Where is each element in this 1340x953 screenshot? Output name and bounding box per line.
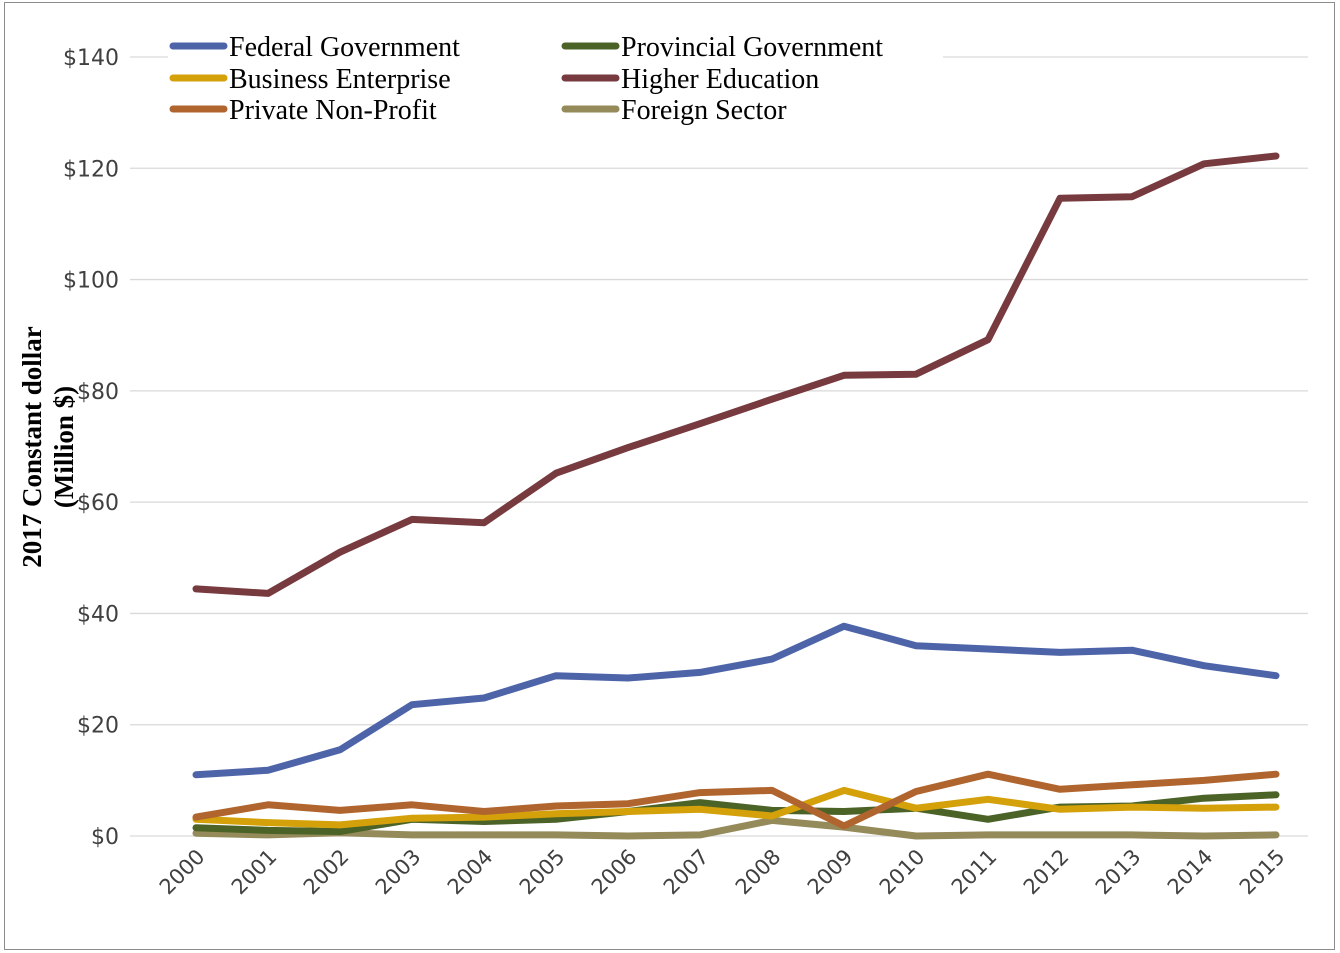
x-tick-label: 2008 — [731, 845, 786, 900]
legend-item-private-non-profit: Private Non-Profit — [169, 95, 437, 126]
x-tick-label: 2004 — [443, 845, 498, 900]
legend-background — [168, 28, 943, 124]
series-line-federal-government — [192, 622, 1280, 779]
x-tick-label: 2011 — [947, 845, 1002, 900]
y-axis-ticks: $0 $20 $40 $60 $80 $100 $120 $140 — [63, 46, 119, 850]
legend-label: Business Enterprise — [229, 64, 451, 95]
x-tick-label: 2000 — [155, 845, 210, 900]
x-axis-ticks: 2000 2001 2002 2003 2004 2005 2006 2007 2008 2009… — [155, 845, 1290, 900]
legend-label: Federal Government — [229, 32, 460, 63]
y-tick-label: $40 — [77, 602, 119, 627]
x-tick-label: 2005 — [515, 845, 570, 900]
x-tick-label: 2003 — [371, 845, 426, 900]
legend-label: Provincial Government — [621, 32, 883, 63]
legend-label: Private Non-Profit — [229, 95, 437, 126]
x-tick-label: 2009 — [803, 845, 858, 900]
x-tick-label: 2006 — [587, 845, 642, 900]
series-line-higher-education — [192, 152, 1280, 597]
y-tick-label: $140 — [63, 46, 119, 71]
x-tick-label: 2002 — [299, 845, 354, 900]
y-tick-label: $0 — [91, 825, 119, 850]
series-lines — [192, 152, 1280, 840]
series-line-private-non-profit — [192, 770, 1280, 830]
x-tick-label: 2013 — [1091, 845, 1146, 900]
legend-item-business-enterprise: Business Enterprise — [169, 64, 451, 95]
legend-item-provincial-government: Provincial Government — [561, 32, 883, 63]
x-tick-label: 2001 — [227, 845, 282, 900]
y-axis-label: 2017 Constant dollar — [17, 326, 47, 568]
series-line-foreign-sector — [192, 816, 1280, 840]
legend-item-federal-government: Federal Government — [169, 32, 460, 63]
x-tick-label: 2010 — [875, 845, 930, 900]
y-axis-label-unit: (Million $) — [49, 386, 79, 508]
x-tick-label: 2007 — [659, 845, 714, 900]
y-tick-label: $20 — [77, 714, 119, 739]
y-tick-label: $100 — [63, 269, 119, 294]
legend-item-foreign-sector: Foreign Sector — [561, 95, 787, 126]
legend: Federal Government Provincial Government B… — [168, 28, 943, 126]
gridlines — [130, 56, 1308, 837]
y-tick-label: $80 — [77, 380, 119, 405]
x-tick-label: 2012 — [1019, 845, 1074, 900]
legend-item-higher-education: Higher Education — [561, 64, 819, 95]
y-tick-label: $60 — [77, 491, 119, 516]
legend-label: Foreign Sector — [621, 95, 787, 126]
series-line-business-enterprise — [192, 786, 1280, 829]
legend-label: Higher Education — [621, 64, 819, 95]
y-tick-label: $120 — [63, 157, 119, 182]
chart-area — [4, 2, 1335, 950]
x-tick-label: 2014 — [1163, 845, 1218, 900]
x-tick-label: 2015 — [1235, 845, 1290, 900]
